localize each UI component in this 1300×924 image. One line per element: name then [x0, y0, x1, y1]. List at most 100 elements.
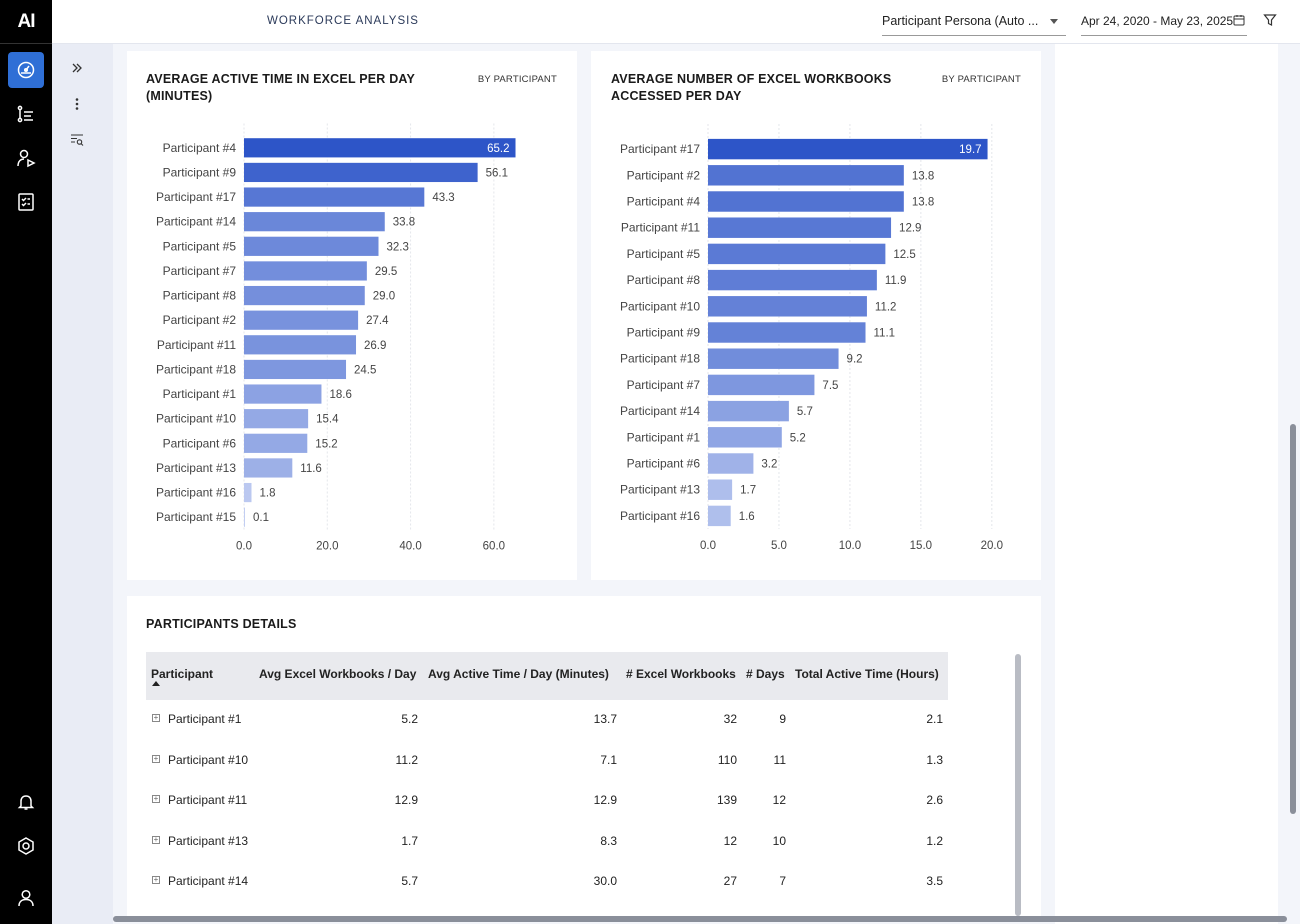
category-label: Participant #10	[156, 412, 236, 426]
data-label: 1.6	[739, 511, 755, 523]
data-label: 24.5	[354, 364, 376, 376]
table-scrollbar[interactable]	[1015, 654, 1021, 916]
bar	[244, 384, 322, 404]
page-vertical-scrollbar[interactable]	[1290, 424, 1296, 814]
category-label: Participant #7	[163, 264, 237, 278]
category-label: Participant #2	[627, 168, 701, 182]
category-label: Participant #5	[163, 239, 237, 253]
category-label: Participant #10	[620, 299, 700, 313]
x-tick-label: 20.0	[981, 540, 1003, 552]
cell-avg-active-time: 13.7	[593, 712, 617, 726]
data-label: 1.8	[259, 488, 275, 500]
data-label: 29.5	[375, 266, 397, 278]
nav-profile[interactable]	[8, 880, 44, 916]
nav-notifications[interactable]	[8, 784, 44, 820]
page-horizontal-scrollbar[interactable]	[113, 916, 1287, 922]
category-label: Participant #18	[620, 352, 700, 366]
data-label: 13.8	[912, 197, 934, 209]
expand-panel-icon[interactable]	[69, 60, 85, 76]
app-logo[interactable]: AI	[0, 0, 52, 44]
bar	[244, 212, 385, 232]
table-row[interactable]: + Participant #13 1.7 8.3 12 10 1.2	[146, 822, 948, 862]
expand-row-icon[interactable]: +	[152, 834, 160, 844]
table-row[interactable]: + Participant #10 11.2 7.1 110 11 1.3	[146, 741, 948, 781]
table-row[interactable]: + Participant #1 5.2 13.7 32 9 2.1	[146, 700, 948, 740]
filter-icon[interactable]	[1263, 13, 1277, 27]
category-label: Participant #6	[627, 457, 701, 471]
category-label: Participant #6	[163, 436, 237, 450]
bar	[708, 374, 815, 396]
bar	[244, 335, 357, 355]
nav-workflow[interactable]	[8, 96, 44, 132]
data-label: 11.1	[874, 328, 896, 340]
data-label: 11.6	[300, 463, 322, 475]
nav-dashboard[interactable]	[8, 52, 44, 88]
persona-select[interactable]: Participant Persona (Auto ...	[882, 12, 1066, 36]
data-label: 32.3	[387, 241, 409, 253]
dashboard-icon	[17, 61, 35, 79]
user-play-icon	[17, 149, 36, 168]
cell-avg-workbooks: 1.7	[401, 833, 418, 848]
chart-card-workbooks: AVERAGE NUMBER OF EXCEL WORKBOOKS ACCESS…	[591, 51, 1041, 580]
category-label: Participant #4	[627, 195, 701, 209]
cell-avg-active-time: 7.1	[600, 752, 617, 767]
cell-total-active-time: 3.5	[926, 874, 943, 888]
bar	[708, 479, 733, 500]
data-label: 5.2	[790, 432, 806, 444]
category-label: Participant #17	[620, 142, 700, 156]
bar-chart-active-time: 0.0 20.0 40.0 60.0 Participant #4 65.2 Partici…	[156, 123, 516, 553]
bar	[708, 505, 731, 527]
table-row[interactable]: + Participant #14 5.7 30.0 27 7 3.5	[146, 862, 948, 902]
nav-reports[interactable]	[8, 184, 44, 220]
col-participant[interactable]: Participant	[151, 667, 214, 681]
expand-row-icon[interactable]: +	[152, 753, 160, 763]
expand-row-icon[interactable]: +	[152, 713, 160, 722]
bar	[244, 236, 379, 256]
data-label: 5.7	[797, 406, 813, 418]
more-options-icon[interactable]	[69, 96, 85, 112]
cell-excel-workbooks: 139	[716, 793, 737, 807]
bar	[244, 458, 293, 478]
sort-ascending-icon[interactable]	[152, 681, 160, 686]
data-label: 9.2	[847, 354, 863, 366]
cell-total-active-time: 1.2	[926, 833, 943, 848]
expand-row-icon[interactable]: +	[152, 875, 160, 884]
bar-chart-workbooks: 0.0 5.0 10.0 15.0 20.0 Participant #17 19.7 Par…	[620, 124, 1003, 552]
cell-excel-workbooks: 110	[717, 752, 737, 767]
col-avg-active-time[interactable]: Avg Active Time / Day (Minutes)	[428, 667, 609, 681]
chart-subtitle: BY PARTICIPANT	[477, 74, 557, 85]
nav-settings[interactable]	[8, 828, 44, 864]
bar	[244, 261, 367, 281]
col-days[interactable]: # Days	[746, 667, 785, 681]
date-range-picker[interactable]: Apr 24, 2020 - May 23, 2025	[1081, 12, 1247, 36]
col-total-active-time[interactable]: Total Active Time (Hours)	[795, 667, 939, 681]
data-label: 56.1	[486, 167, 508, 179]
category-label: Participant #8	[163, 289, 237, 303]
cell-participant: Participant #1	[168, 712, 242, 726]
bar	[708, 453, 754, 474]
list-search-icon[interactable]	[69, 132, 85, 148]
cell-participant: Participant #14	[168, 874, 249, 888]
cell-avg-workbooks: 5.7	[401, 874, 418, 888]
chart-subtitle: BY PARTICIPANT	[941, 74, 1021, 85]
cell-avg-active-time: 12.9	[593, 793, 617, 807]
category-label: Participant #7	[627, 378, 701, 392]
col-excel-workbooks[interactable]: # Excel Workbooks	[626, 667, 736, 681]
table-header: Participant Avg Excel Workbooks / Day Av…	[146, 652, 948, 700]
bar	[244, 310, 359, 330]
col-avg-workbooks[interactable]: Avg Excel Workbooks / Day	[259, 667, 417, 681]
x-tick-label: 15.0	[910, 540, 932, 552]
expand-row-icon[interactable]: +	[152, 794, 160, 803]
data-label: 33.8	[393, 217, 415, 229]
data-label: 12.5	[893, 249, 915, 261]
nav-users[interactable]	[8, 140, 44, 176]
category-label: Participant #5	[627, 247, 701, 261]
data-label: 11.9	[885, 275, 907, 287]
data-label: 18.6	[329, 389, 351, 401]
table-row[interactable]: + Participant #11 12.9 12.9 139 12 2.6	[146, 781, 948, 821]
bar	[244, 482, 252, 503]
data-label: 1.7	[740, 485, 756, 497]
cell-total-active-time: 1.3	[926, 752, 943, 767]
data-label: 3.2	[761, 459, 777, 471]
x-tick-label: 0.0	[236, 541, 252, 553]
